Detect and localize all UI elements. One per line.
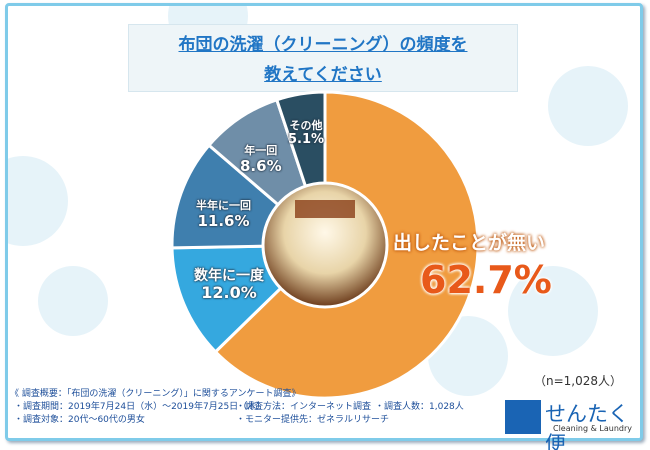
notes-provider: ・モニター提供先：ゼネラルリサーチ <box>236 415 390 425</box>
label-few-years: 数年に一度 12.0% <box>194 268 264 303</box>
bedroom-photo <box>261 181 389 309</box>
value-never: 62.7% <box>420 258 552 302</box>
label-never: 出したことが無い <box>393 232 546 254</box>
title-line-1: 布団の洗濯（クリーニング）の頻度を <box>178 35 468 55</box>
notes-period: ・調査期間：2019年7月24日（水）～2019年7月25日（木） <box>14 402 266 412</box>
label-once-a-year: 年一回 8.6% <box>240 144 282 175</box>
notes-count: ・調査人数：1,028人 <box>375 402 464 412</box>
title-line-2: 教えてください <box>264 65 382 85</box>
notes-heading: 《 調査概要：「布団の洗濯（クリーニング）」に関するアンケート調査》 <box>10 389 301 399</box>
sample-size: （n=1,028人） <box>533 374 622 388</box>
label-half-year: 半年に一回 11.6% <box>196 199 251 230</box>
notes-method: ・調査方法：インターネット調査 <box>236 402 372 412</box>
notes-target: ・調査対象：20代～60代の男女 <box>14 415 145 425</box>
shirt-icon <box>505 400 541 434</box>
logo: せんたく便 Cleaning & Laundry <box>505 400 633 450</box>
headboard <box>295 200 355 218</box>
label-other: その他 5.1% <box>288 119 325 147</box>
